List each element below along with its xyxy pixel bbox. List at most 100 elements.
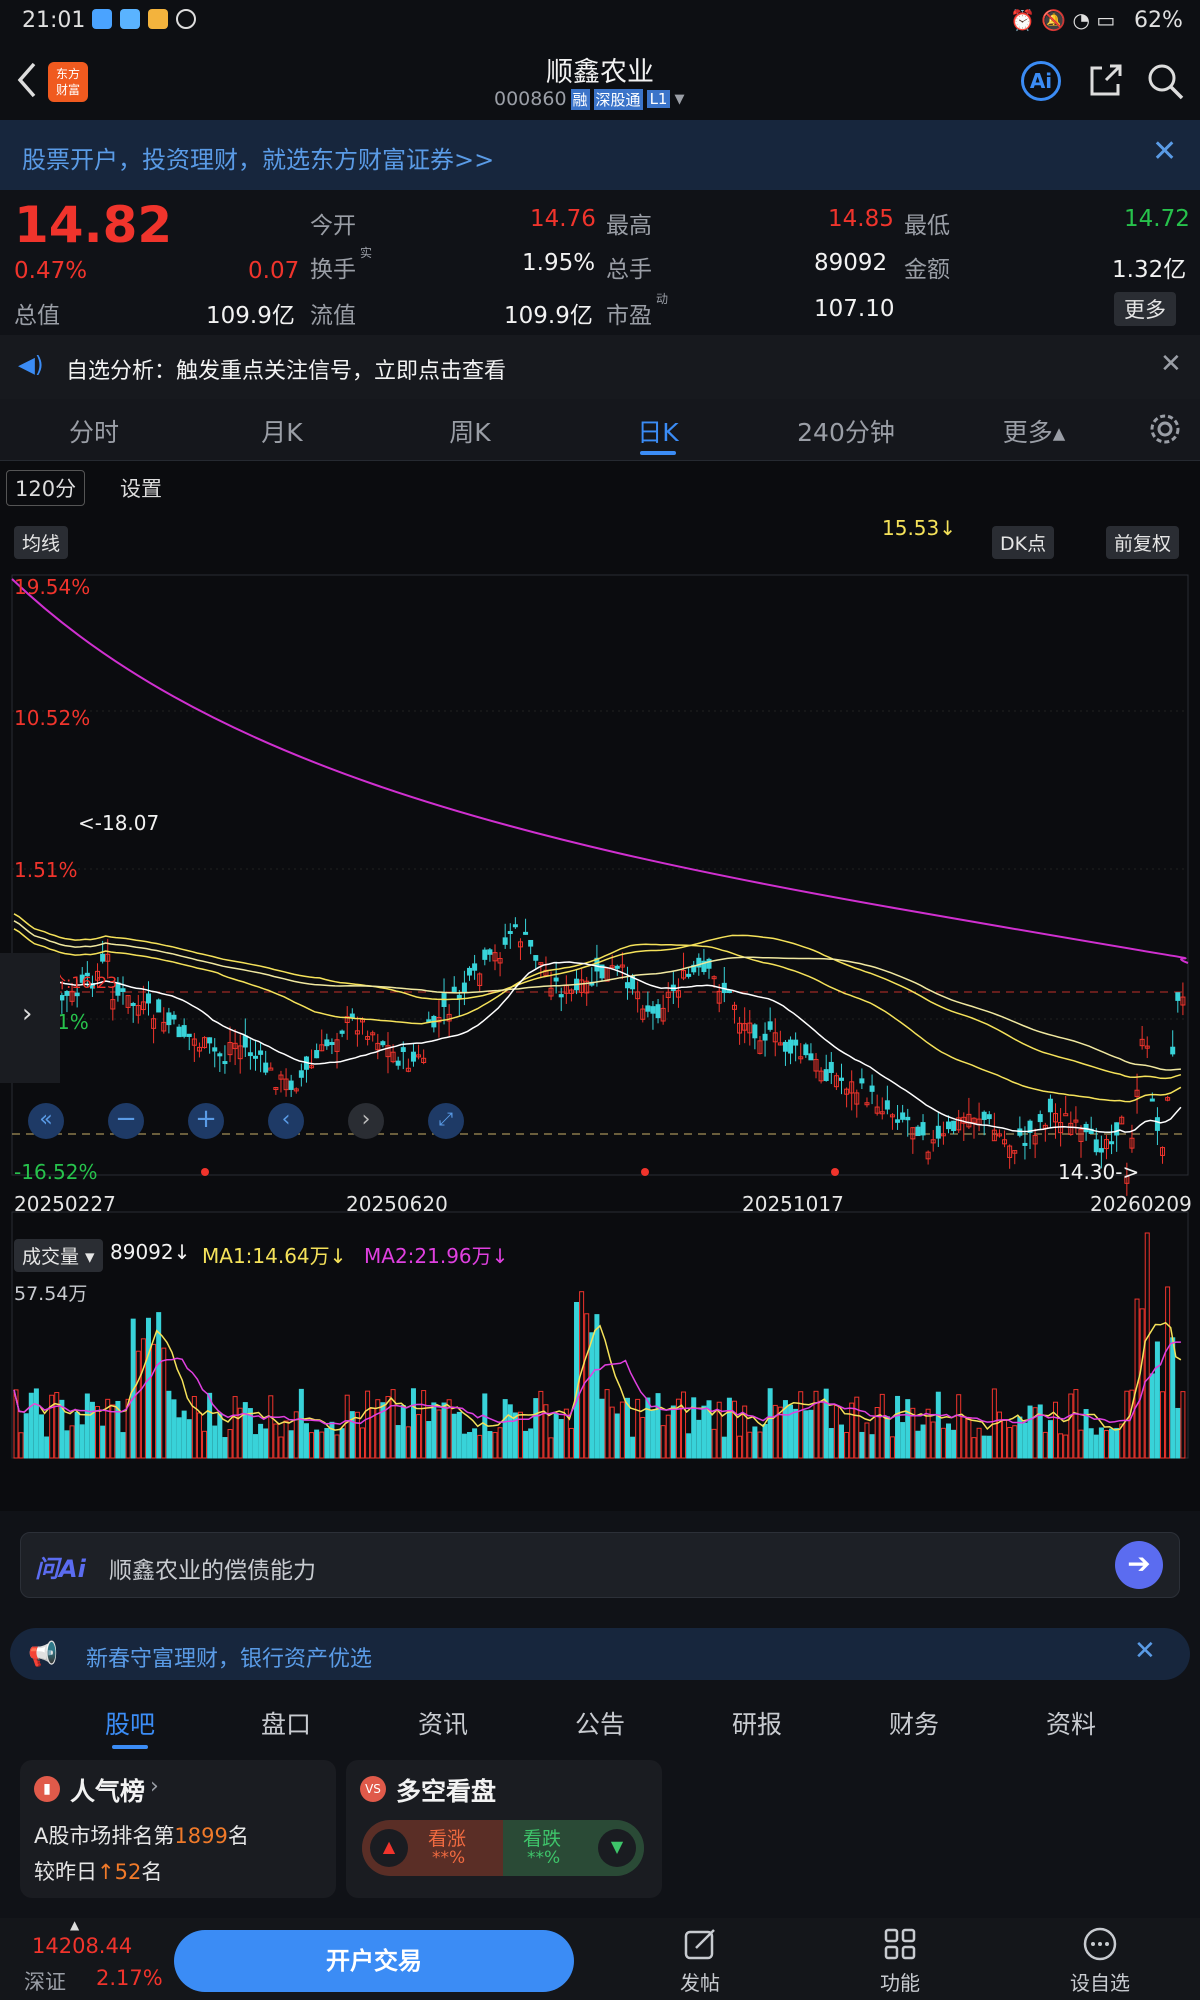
volume-bar [125, 1398, 131, 1459]
candle-body [156, 999, 162, 1013]
back-icon[interactable] [14, 60, 38, 100]
tab-orderbook[interactable]: 盘口 [260, 1710, 311, 1739]
volume-indicator-button[interactable]: 成交量 ▾ [14, 1239, 103, 1272]
dropdown-icon[interactable]: ▼ [674, 91, 685, 107]
volume-bar [1007, 1427, 1013, 1459]
volume-bar [69, 1425, 75, 1459]
dk-button[interactable]: DK点 [992, 526, 1055, 559]
tab-more[interactable]: 更多▴ [1002, 418, 1066, 447]
share-icon[interactable] [1086, 62, 1124, 100]
candle-body [360, 1019, 366, 1023]
rewind-icon[interactable]: « [28, 1103, 64, 1139]
period-button[interactable]: 120分 [6, 470, 86, 506]
tab-forum[interactable]: 股吧 [104, 1710, 155, 1739]
candle-body [517, 941, 523, 948]
close-icon[interactable]: ✕ [1160, 349, 1182, 379]
adjust-button[interactable]: 前复权 [1106, 526, 1180, 559]
volume-bar [28, 1392, 34, 1459]
bull-side[interactable]: ▲ 看涨 **% [362, 1820, 503, 1876]
volume-bar [849, 1402, 855, 1459]
search-icon[interactable] [1146, 62, 1186, 102]
candle-body [675, 990, 681, 998]
chart-canvas[interactable] [0, 569, 1200, 1469]
volume-bar [533, 1398, 539, 1459]
post-label: 发帖 [680, 1971, 720, 1995]
function-button[interactable]: 功能 [850, 1926, 950, 1996]
volume-bar [23, 1413, 29, 1459]
candle-body [951, 1120, 957, 1132]
index-pct: 2.17% [96, 1966, 163, 1990]
tab-monthly[interactable]: 月K [261, 418, 303, 447]
chart-settings-button[interactable]: 设置 [120, 477, 162, 501]
ma-line [13, 920, 1181, 1071]
float-label: 流值 [310, 303, 356, 329]
volume-bar [212, 1425, 218, 1459]
candle-body [334, 1039, 340, 1052]
volume-bar [18, 1432, 24, 1459]
popularity-card[interactable]: ▮ 人气榜 › A股市场排名第1899名 较昨日↑52名 [20, 1760, 336, 1898]
more-button[interactable]: 更多 [1114, 292, 1176, 326]
tab-news[interactable]: 资讯 [417, 1710, 468, 1739]
candle-body [1078, 1128, 1084, 1142]
trade-button[interactable]: 开户交易 [174, 1930, 574, 1992]
volume-bar [823, 1388, 829, 1459]
pe-value: 107.10 [814, 296, 895, 322]
volume-bar [416, 1414, 422, 1459]
candle-body [609, 965, 615, 969]
tab-financials[interactable]: 财务 [888, 1710, 939, 1739]
volume-bar [507, 1404, 513, 1459]
next-icon[interactable]: › [348, 1103, 384, 1139]
tab-announcements[interactable]: 公告 [574, 1710, 625, 1739]
date-label: 20251017 [742, 1192, 844, 1216]
settings-icon[interactable] [1148, 412, 1182, 446]
volume-bar [1144, 1232, 1150, 1459]
close-icon[interactable]: ✕ [1134, 1636, 1156, 1666]
candle-body [767, 1021, 773, 1030]
long-short-title: 多空看盘 [396, 1777, 497, 1806]
volume-bar [354, 1411, 360, 1459]
candle-body [309, 1065, 315, 1069]
add-watchlist-button[interactable]: 设自选 [1050, 1926, 1150, 1996]
candle-body [528, 939, 534, 947]
long-short-card[interactable]: VS 多空看盘 ▲ 看涨 **% 看跌 **% ▼ [346, 1760, 662, 1898]
volume-bar [1078, 1429, 1084, 1459]
send-arrow-icon[interactable]: ➔ [1115, 1541, 1163, 1589]
tab-profile[interactable]: 资料 [1045, 1710, 1096, 1739]
zoom-in-icon[interactable]: + [188, 1103, 224, 1139]
volume-bar [477, 1434, 483, 1459]
drawer-handle[interactable]: › [0, 953, 60, 1083]
kline-chart[interactable]: 120分 设置 均线 15.53↓ DK点 前复权 19.54% 10.52% … [0, 461, 1200, 1511]
close-icon[interactable]: ✕ [1152, 134, 1178, 169]
volume-bar [242, 1402, 248, 1459]
volume-bar [864, 1422, 870, 1459]
finance-banner[interactable]: 📢 新春守富理财，银行资产优选 ✕ [10, 1628, 1190, 1680]
candle-body [747, 1022, 753, 1034]
promo-banner[interactable]: 股票开户，投资理财，就选东方财富证券>> ✕ [0, 120, 1200, 190]
previous-icon[interactable]: ‹ [268, 1103, 304, 1139]
index-value[interactable]: 14208.44 [32, 1934, 133, 1958]
ai-icon[interactable]: Ai [1021, 61, 1061, 101]
candle-body [971, 1117, 977, 1124]
tab-240min[interactable]: 240分钟 [797, 418, 895, 447]
volume-bar [884, 1416, 890, 1459]
ai-query-bar[interactable]: 问Ai 顺鑫农业的偿债能力 ➔ [20, 1532, 1180, 1598]
post-button[interactable]: 发帖 [650, 1926, 750, 1996]
tab-research[interactable]: 研报 [731, 1710, 782, 1739]
bear-side[interactable]: 看跌 **% ▼ [503, 1820, 644, 1876]
bear-pct: **% [527, 1848, 561, 1868]
tab-intraday[interactable]: 分时 [68, 418, 119, 447]
ma-button[interactable]: 均线 [14, 526, 69, 559]
fullscreen-icon[interactable]: ⤢ [428, 1103, 464, 1139]
zoom-out-icon[interactable]: − [108, 1103, 144, 1139]
volume-bar [976, 1427, 982, 1459]
tab-daily[interactable]: 日K [637, 418, 679, 447]
volume-bar [538, 1390, 544, 1459]
candle-body [477, 973, 483, 986]
tab-weekly[interactable]: 周K [449, 418, 491, 447]
volume-bar [298, 1388, 304, 1459]
analysis-notice[interactable]: ◀) 自选分析：触发重点关注信号，立即点击查看 ✕ [0, 335, 1200, 399]
candle-body [1160, 1147, 1166, 1156]
candle-body [436, 1016, 442, 1023]
candle-body [207, 1037, 213, 1044]
volume-bar [568, 1427, 574, 1459]
